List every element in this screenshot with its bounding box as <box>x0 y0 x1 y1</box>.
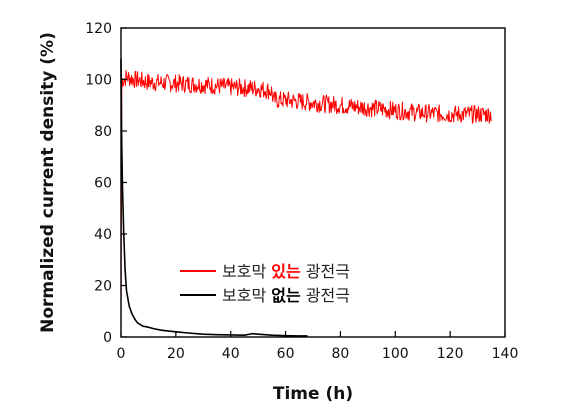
series-layer <box>120 58 492 338</box>
ticks-layer: 0 20 40 60 80 100 120 140 0 20 40 60 80 100 120 <box>85 21 518 362</box>
y-tick-label: 100 <box>85 73 112 89</box>
x-axis-title: Time (h) <box>273 384 353 404</box>
legend-label-2: 보호막 없는 광전극 <box>222 286 350 305</box>
x-tick-label: 60 <box>277 346 295 362</box>
y-tick-label: 120 <box>85 21 112 37</box>
legend-label-2-prefix: 보호막 <box>222 286 266 305</box>
series-line-1 <box>120 70 492 338</box>
legend-label-2-emphasis: 없는 <box>271 286 301 305</box>
x-tick-label: 40 <box>222 346 240 362</box>
x-tick-label: 0 <box>117 346 126 362</box>
y-tick-label: 40 <box>94 227 112 243</box>
legend-label-2-suffix: 광전극 <box>306 286 350 305</box>
legend-label-1-suffix: 광전극 <box>306 262 350 281</box>
x-tick-label: 120 <box>437 346 464 362</box>
y-tick-label: 80 <box>94 124 112 140</box>
legend-label-1-emphasis: 있는 <box>271 262 301 281</box>
x-tick-label: 80 <box>332 346 350 362</box>
y-tick-label: 0 <box>103 330 112 346</box>
legend-label-1-prefix: 보호막 <box>222 262 266 281</box>
y-tick-label: 20 <box>94 279 112 295</box>
x-tick-label: 140 <box>492 346 519 362</box>
y-tick-label: 60 <box>94 176 112 192</box>
x-tick-label: 100 <box>382 346 409 362</box>
y-axis-title: Normalized current density (%) <box>38 32 58 333</box>
series-line-2 <box>120 58 308 337</box>
x-tick-label: 20 <box>167 346 185 362</box>
legend-label-1: 보호막 있는 광전극 <box>222 262 350 281</box>
legend: 보호막 있는 광전극 보호막 없는 광전극 <box>180 262 350 305</box>
